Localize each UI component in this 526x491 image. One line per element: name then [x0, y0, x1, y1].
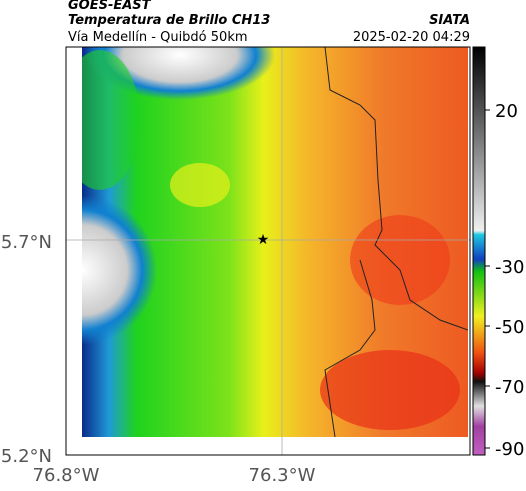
lat-label: 5.7°N — [1, 232, 52, 253]
source: SIATA — [429, 13, 470, 28]
imagery — [82, 47, 468, 437]
colorbar-label: -50 — [495, 317, 524, 338]
colorbar-label: -70 — [495, 377, 524, 398]
lon-label: 76.3°W — [249, 465, 316, 486]
colorbar-label: -30 — [495, 257, 524, 278]
colorbar-label: 20 — [495, 101, 518, 122]
datetime: 2025-02-20 04:29 — [353, 30, 470, 45]
lon-label: 76.8°W — [33, 465, 100, 486]
subtitle: Vía Medellín - Quibdó 50km — [68, 30, 248, 45]
satellite: GOES-EAST — [68, 0, 152, 13]
colorbar — [472, 46, 486, 456]
colorbar-label: -90 — [495, 439, 524, 460]
lat-label: 5.2°N — [1, 446, 52, 467]
svg-text:★: ★ — [257, 232, 270, 248]
title: Temperatura de Brillo CH13 — [68, 13, 270, 28]
